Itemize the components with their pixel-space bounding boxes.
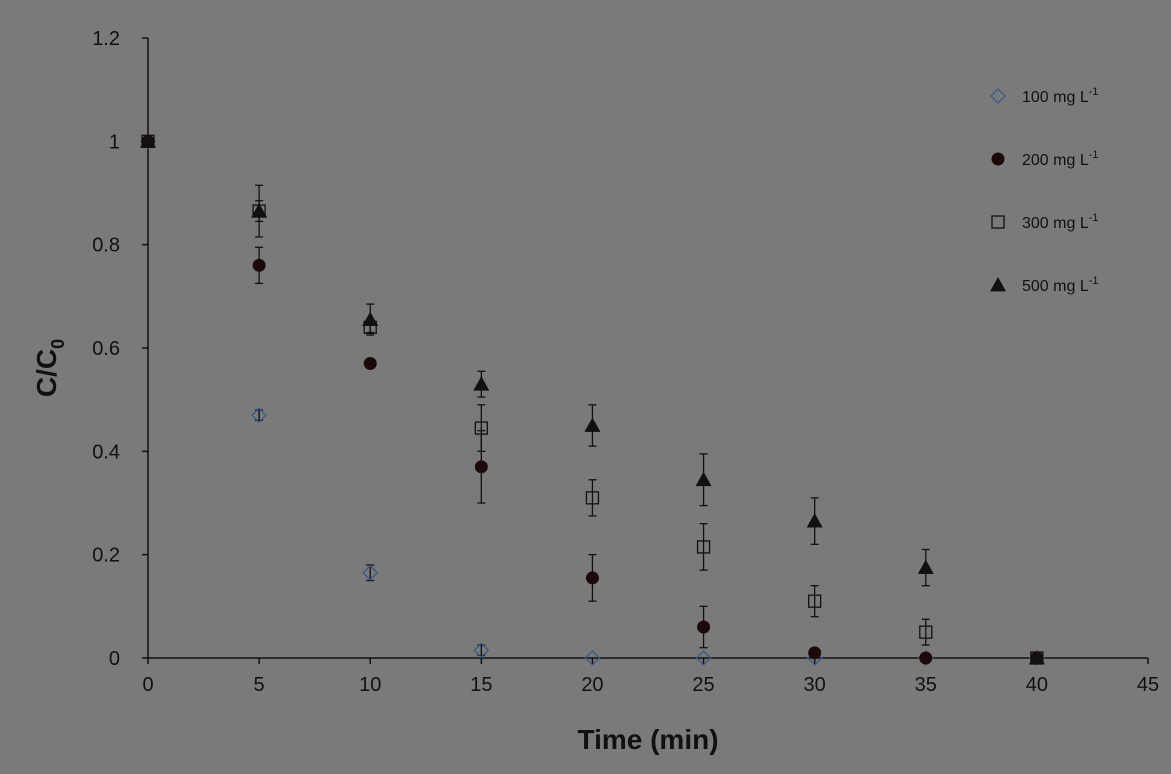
legend-item: 100 mg L-1 — [990, 86, 1099, 106]
data-point — [695, 650, 712, 666]
legend-marker — [991, 215, 1005, 229]
legend-label-superscript: -1 — [1089, 212, 1099, 224]
data-point — [251, 203, 268, 218]
y-tick-label: 0.8 — [92, 235, 120, 257]
data-point — [474, 421, 488, 435]
data-point — [919, 625, 933, 639]
data-point — [585, 571, 599, 585]
legend-item: 200 mg L-1 — [991, 149, 1099, 169]
legend-label: 100 mg L-1 — [1022, 86, 1099, 106]
x-tick-label: 5 — [254, 674, 265, 696]
legend-label-text: 300 mg L — [1022, 215, 1089, 232]
data-point — [917, 559, 934, 574]
legend-marker — [990, 88, 1006, 104]
data-point — [697, 620, 711, 634]
legend-label: 200 mg L-1 — [1022, 149, 1099, 169]
data-point — [140, 133, 156, 148]
data-point — [919, 651, 933, 665]
data-point — [252, 258, 266, 272]
data-point — [585, 491, 600, 505]
legend-item: 500 mg L-1 — [990, 275, 1099, 295]
data-point — [1028, 650, 1045, 665]
legend-label-text: 500 mg L — [1022, 278, 1089, 295]
y-tick-label: 1 — [109, 131, 120, 153]
x-tick-label: 30 — [804, 674, 826, 696]
legend-label-text: 100 mg L — [1022, 89, 1089, 106]
legend-label: 300 mg L-1 — [1022, 212, 1099, 232]
data-point — [362, 564, 379, 581]
legend-marker — [991, 152, 1005, 166]
data-points — [140, 133, 1045, 666]
legend-label-superscript: -1 — [1089, 86, 1099, 98]
legend-label: 500 mg L-1 — [1022, 275, 1099, 295]
data-point — [696, 540, 711, 554]
legend-label-superscript: -1 — [1089, 149, 1099, 161]
data-point — [808, 646, 822, 660]
data-point — [695, 471, 712, 487]
x-tick-label: 15 — [470, 674, 492, 696]
data-point — [806, 513, 823, 528]
data-point — [584, 650, 601, 666]
data-point — [473, 642, 490, 659]
data-point — [473, 376, 490, 391]
x-tick-label: 0 — [142, 674, 153, 696]
x-axis-title: Time (min) — [577, 724, 718, 755]
axes — [147, 38, 1148, 659]
legend-label-superscript: -1 — [1089, 275, 1099, 287]
y-axis-title-main: C/C — [31, 349, 62, 397]
x-tick-label: 45 — [1137, 674, 1159, 696]
y-axis-title: C/C0 — [31, 339, 68, 397]
error-bars — [255, 184, 930, 657]
y-tick-label: 1.2 — [92, 28, 120, 50]
y-tick-label: 0.2 — [92, 545, 120, 567]
series-3 — [140, 133, 1045, 665]
y-tick-label: 0.6 — [92, 338, 120, 360]
tick-labels: 0 5 10 15 20 25 30 35 40 45 0 0.2 0.4 0.6 0.8 1 1.2 — [92, 28, 1159, 696]
x-tick-label: 10 — [359, 674, 381, 696]
data-point — [808, 594, 822, 608]
x-tick-label: 20 — [581, 674, 603, 696]
data-point — [251, 407, 268, 424]
y-axis-title-subscript: 0 — [48, 339, 68, 349]
legend-label-text: 200 mg L — [1022, 152, 1089, 169]
data-point — [584, 417, 601, 432]
legend-marker — [990, 277, 1006, 292]
y-tick-label: 0 — [109, 648, 120, 670]
data-point — [362, 311, 379, 326]
legend-item: 300 mg L-1 — [991, 212, 1099, 232]
data-point — [474, 460, 488, 474]
x-tick-label: 35 — [915, 674, 937, 696]
data-point — [363, 357, 377, 370]
x-tick-label: 40 — [1026, 674, 1048, 696]
tick-marks — [142, 37, 1149, 664]
y-tick-label: 0.4 — [92, 441, 120, 463]
x-tick-label: 25 — [692, 674, 714, 696]
